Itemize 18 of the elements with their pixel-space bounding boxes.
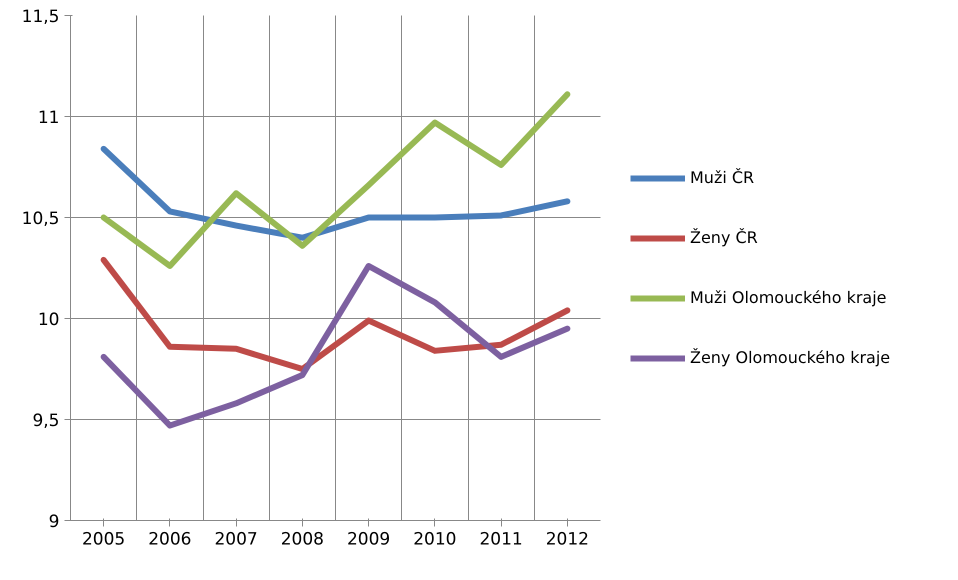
- x-tick-label: 2010: [413, 530, 457, 550]
- y-tick-label: 9,5: [32, 411, 60, 431]
- legend-label: Ženy Olomouckého kraje: [690, 348, 890, 367]
- y-tick-label: 9: [48, 512, 60, 532]
- y-tick-label: 10,5: [22, 209, 60, 229]
- legend-label: Ženy ČR: [690, 228, 758, 247]
- y-tick-label: 11: [38, 108, 60, 128]
- x-tick-label: 2008: [280, 530, 324, 550]
- x-tick-label: 2011: [479, 530, 523, 550]
- x-tick-label: 2007: [214, 530, 258, 550]
- y-tick-label: 10: [38, 310, 60, 330]
- y-tick-label: 11,5: [22, 7, 60, 27]
- x-tick-label: 2005: [82, 530, 126, 550]
- x-tick-label: 2009: [346, 530, 390, 550]
- x-tick-label: 2006: [148, 530, 192, 550]
- legend-label: Muži ČR: [690, 168, 754, 187]
- legend-label: Muži Olomouckého kraje: [690, 288, 887, 307]
- x-tick-label: 2012: [546, 530, 590, 550]
